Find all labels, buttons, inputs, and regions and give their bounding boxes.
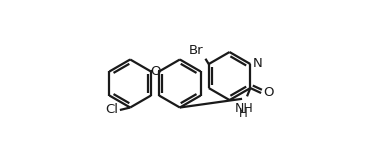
- Text: O: O: [150, 65, 160, 78]
- Text: NH: NH: [234, 102, 253, 115]
- Text: N: N: [252, 57, 262, 70]
- Text: Br: Br: [189, 44, 204, 57]
- Text: Cl: Cl: [106, 104, 118, 117]
- Text: H: H: [239, 107, 248, 120]
- Text: O: O: [263, 86, 273, 99]
